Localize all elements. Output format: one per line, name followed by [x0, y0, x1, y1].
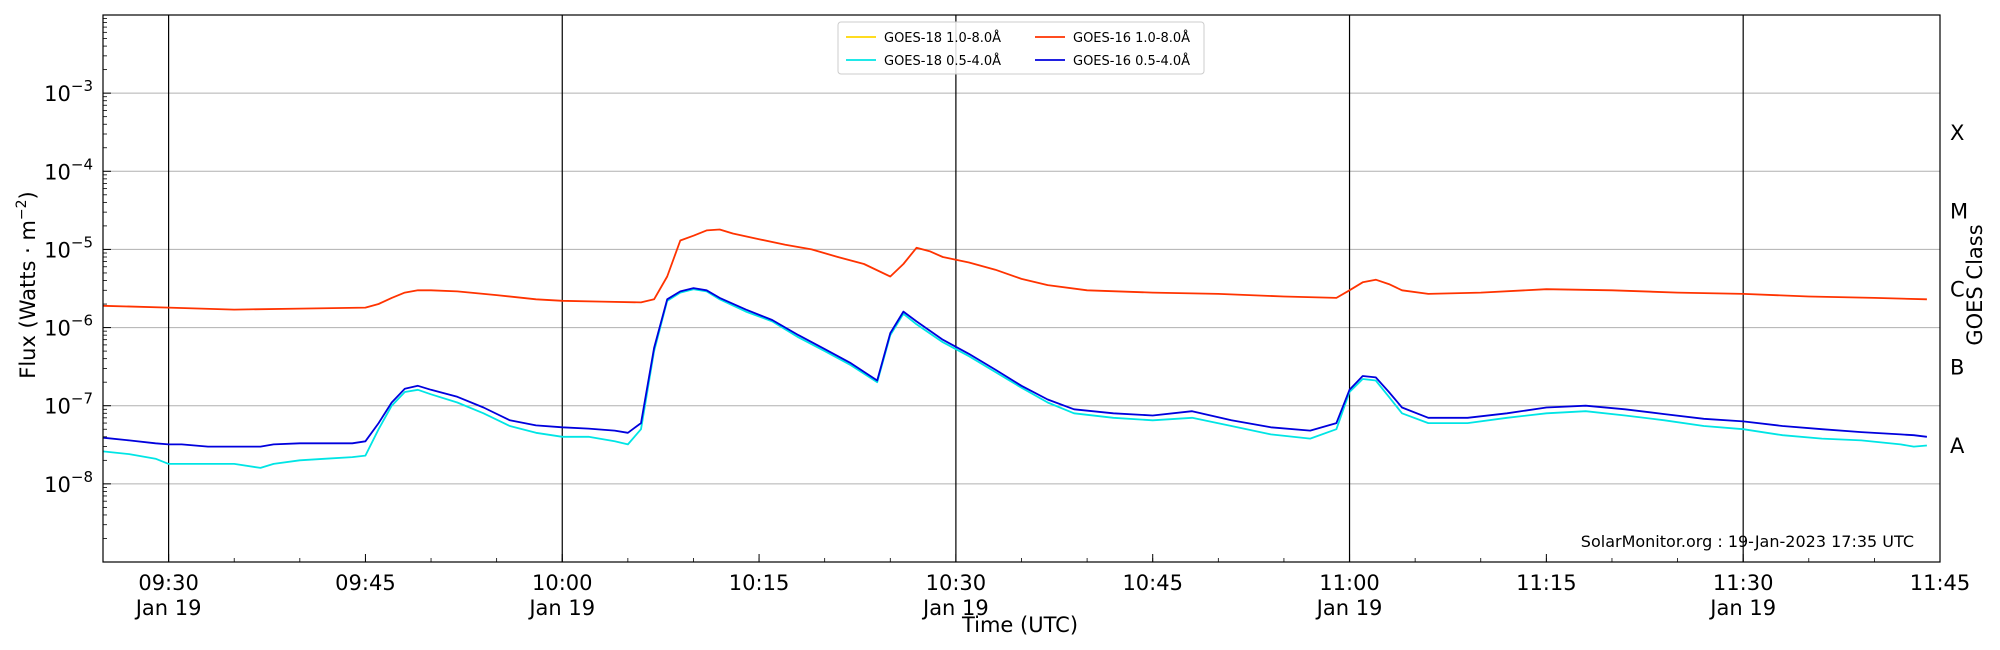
- legend-box: [837, 21, 1205, 75]
- y-tick-label: 10−8: [44, 468, 93, 497]
- y-axis-title-sup: −2: [14, 199, 30, 220]
- x-tick-label: 09:45: [335, 571, 396, 595]
- y-tick-exp: −3: [71, 77, 93, 95]
- x-tick-label: 11:15: [1516, 571, 1577, 595]
- x-tick-date-label: Jan 19: [527, 596, 595, 620]
- legend-label-0: GOES-18 1.0-8.0Å: [884, 30, 1001, 46]
- x-axis-title: Time (UTC): [961, 613, 1078, 637]
- y-tick-base: 10: [44, 160, 71, 184]
- x-tick-label: 11:00: [1319, 571, 1380, 595]
- series-line-1: [102, 288, 1927, 469]
- y-tick-base: 10: [44, 238, 71, 262]
- goes-class-label-m: M: [1950, 199, 1968, 223]
- series-line-2: [102, 228, 1927, 311]
- x-tick-label: 11:45: [1910, 571, 1971, 595]
- x-tick-label: 09:30: [138, 571, 199, 595]
- y-tick-label: 10−6: [44, 312, 93, 341]
- y-tick-base: 10: [44, 473, 71, 497]
- x-tick-label: 10:30: [926, 571, 987, 595]
- y-tick-exp: −5: [71, 233, 93, 251]
- y-tick-base: 10: [44, 317, 71, 341]
- series-layer: [102, 228, 1928, 469]
- legend: GOES-18 1.0-8.0Å GOES-18 0.5-4.0Å GOES-16 …: [837, 21, 1205, 75]
- y-tick-exp: −6: [71, 312, 93, 330]
- x-tick-date-label: Jan 19: [1315, 596, 1383, 620]
- grid-layer: [103, 15, 1940, 562]
- y-tick-label: 10−7: [44, 390, 93, 419]
- y-axis-title-close: ): [16, 191, 40, 199]
- y-tick-base: 10: [44, 395, 71, 419]
- x-tick-date-label: Jan 19: [1708, 596, 1776, 620]
- goes-class-label-a: A: [1950, 434, 1965, 458]
- y-tick-exp: −4: [71, 155, 93, 173]
- y-tick-exp: −7: [71, 390, 93, 408]
- legend-label-1: GOES-18 0.5-4.0Å: [884, 53, 1001, 69]
- goes-class-label-x: X: [1950, 121, 1964, 145]
- x-tick-date-label: Jan 19: [921, 596, 989, 620]
- y-tick-base: 10: [44, 82, 71, 106]
- x-tick-label: 10:00: [532, 571, 593, 595]
- y-tick-label: 10−5: [44, 233, 93, 262]
- y-axis-title: Flux (Watts · m−2): [14, 191, 40, 379]
- legend-label-3: GOES-16 0.5-4.0Å: [1073, 53, 1190, 69]
- y-tick-label: 10−3: [44, 77, 93, 106]
- credit-text: SolarMonitor.org : 19-Jan-2023 17:35 UTC: [1581, 532, 1914, 551]
- series-line-3: [102, 287, 1928, 448]
- goes-class-axis-title: GOES Class: [1963, 224, 1987, 345]
- x-tick-label: 11:30: [1713, 571, 1774, 595]
- goes-class-label-b: B: [1950, 356, 1964, 380]
- legend-label-2: GOES-16 1.0-8.0Å: [1073, 30, 1190, 46]
- goes-class-label-c: C: [1950, 278, 1965, 302]
- y-tick-exp: −8: [71, 468, 93, 486]
- y-tick-label: 10−4: [44, 155, 93, 184]
- x-tick-label: 10:15: [729, 571, 790, 595]
- y-axis-title-main: Flux (Watts · m: [16, 220, 40, 379]
- x-tick-date-label: Jan 19: [134, 596, 202, 620]
- x-tick-label: 10:45: [1122, 571, 1183, 595]
- plot-frame: [102, 14, 1941, 563]
